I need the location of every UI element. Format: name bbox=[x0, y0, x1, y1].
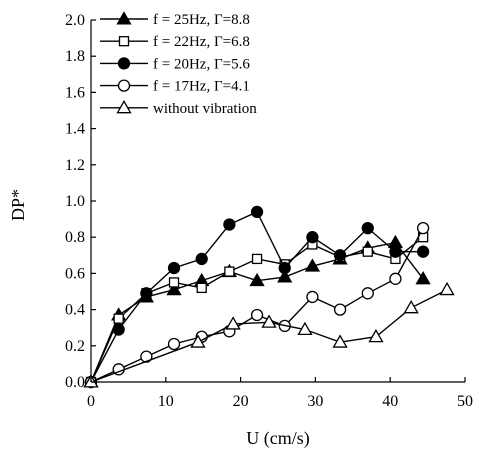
legend-label: f = 25Hz, Γ=8.8 bbox=[153, 12, 250, 28]
legend-label: without vibration bbox=[153, 101, 257, 117]
series-4 bbox=[84, 221, 430, 389]
data-point bbox=[190, 334, 206, 348]
x-tick-label: 20 bbox=[233, 393, 249, 410]
legend-item: f = 20Hz, Γ=5.6 bbox=[100, 56, 250, 72]
data-point bbox=[368, 328, 384, 343]
data-point bbox=[415, 271, 431, 285]
legend-label: f = 20Hz, Γ=5.6 bbox=[153, 56, 250, 72]
data-point bbox=[362, 246, 373, 257]
legend-label: f = 22Hz, Γ=6.8 bbox=[153, 34, 250, 50]
y-tick-label: 0.4 bbox=[65, 302, 85, 319]
data-point bbox=[277, 269, 293, 283]
legend-marker bbox=[116, 99, 132, 114]
data-point bbox=[140, 287, 153, 300]
legend-marker bbox=[117, 57, 131, 70]
data-point bbox=[167, 337, 181, 351]
data-point bbox=[166, 281, 182, 296]
legend-marker bbox=[118, 36, 130, 47]
data-point bbox=[361, 287, 374, 300]
legend-marker bbox=[117, 79, 131, 92]
legend-item: f = 25Hz, Γ=8.8 bbox=[100, 11, 250, 28]
data-point bbox=[224, 266, 235, 277]
data-point bbox=[250, 308, 264, 322]
y-tick-label: 0.6 bbox=[65, 265, 85, 282]
data-point bbox=[403, 299, 419, 314]
y-axis-label: DP* bbox=[8, 189, 28, 221]
data-point bbox=[389, 272, 402, 285]
y-tick-label: 1.8 bbox=[65, 48, 85, 65]
data-point bbox=[168, 277, 180, 288]
data-point bbox=[389, 245, 402, 258]
legend-label: f = 17Hz, Γ=4.1 bbox=[153, 79, 250, 95]
y-tick-label: 1.6 bbox=[65, 84, 85, 101]
data-point bbox=[333, 249, 347, 262]
data-point bbox=[306, 290, 319, 304]
y-tick-label: 2.0 bbox=[65, 12, 85, 29]
data-point bbox=[261, 314, 277, 328]
legend-marker bbox=[116, 11, 132, 25]
y-tick-label: 0.2 bbox=[65, 338, 85, 355]
data-point bbox=[251, 253, 263, 265]
ticks: 0.0 0.2 0.4 0.6 0.8 1.0 1.2 1.4 1.6 1.8 2.0 0 10 20 30… bbox=[65, 12, 473, 410]
y-tick-label: 1.0 bbox=[65, 193, 85, 210]
x-tick-label: 10 bbox=[158, 393, 174, 410]
data-point bbox=[416, 245, 430, 258]
data-point bbox=[332, 334, 348, 348]
data-point bbox=[249, 272, 265, 287]
data-point bbox=[297, 321, 313, 336]
series-3 bbox=[84, 205, 430, 389]
x-tick-label: 50 bbox=[457, 393, 473, 410]
plot-area bbox=[83, 205, 455, 389]
data-point bbox=[250, 205, 264, 219]
y-tick-label: 0.8 bbox=[65, 229, 85, 246]
data-point bbox=[223, 218, 236, 231]
x-tick-label: 30 bbox=[307, 393, 323, 410]
series-5 bbox=[83, 281, 455, 388]
y-tick-label: 1.2 bbox=[65, 157, 85, 174]
x-axis-label: U (cm/s) bbox=[246, 428, 309, 449]
data-point bbox=[112, 323, 125, 336]
series-line bbox=[90, 289, 448, 383]
data-point bbox=[225, 316, 241, 330]
data-point bbox=[439, 281, 455, 296]
data-point bbox=[195, 252, 208, 266]
data-point bbox=[196, 282, 207, 294]
data-point bbox=[167, 261, 181, 275]
y-tick-label: 1.4 bbox=[65, 121, 85, 138]
legend-item: f = 17Hz, Γ=4.1 bbox=[100, 79, 250, 95]
data-point bbox=[333, 303, 347, 316]
x-tick-label: 40 bbox=[382, 393, 398, 410]
data-point bbox=[278, 261, 291, 275]
legend-item: without vibration bbox=[100, 99, 257, 117]
data-point bbox=[113, 313, 124, 324]
x-tick-label: 0 bbox=[87, 393, 95, 410]
data-point bbox=[306, 231, 319, 244]
axes bbox=[90, 20, 465, 383]
data-point bbox=[361, 221, 374, 235]
data-point bbox=[140, 350, 153, 363]
data-point bbox=[304, 258, 321, 272]
legend: f = 25Hz, Γ=8.8 f = 22Hz, Γ=6.8 f = 20Hz, … bbox=[100, 11, 257, 117]
legend-item: f = 22Hz, Γ=6.8 bbox=[100, 34, 250, 50]
data-point bbox=[416, 221, 430, 235]
y-tick-label: 0.0 bbox=[65, 374, 85, 391]
